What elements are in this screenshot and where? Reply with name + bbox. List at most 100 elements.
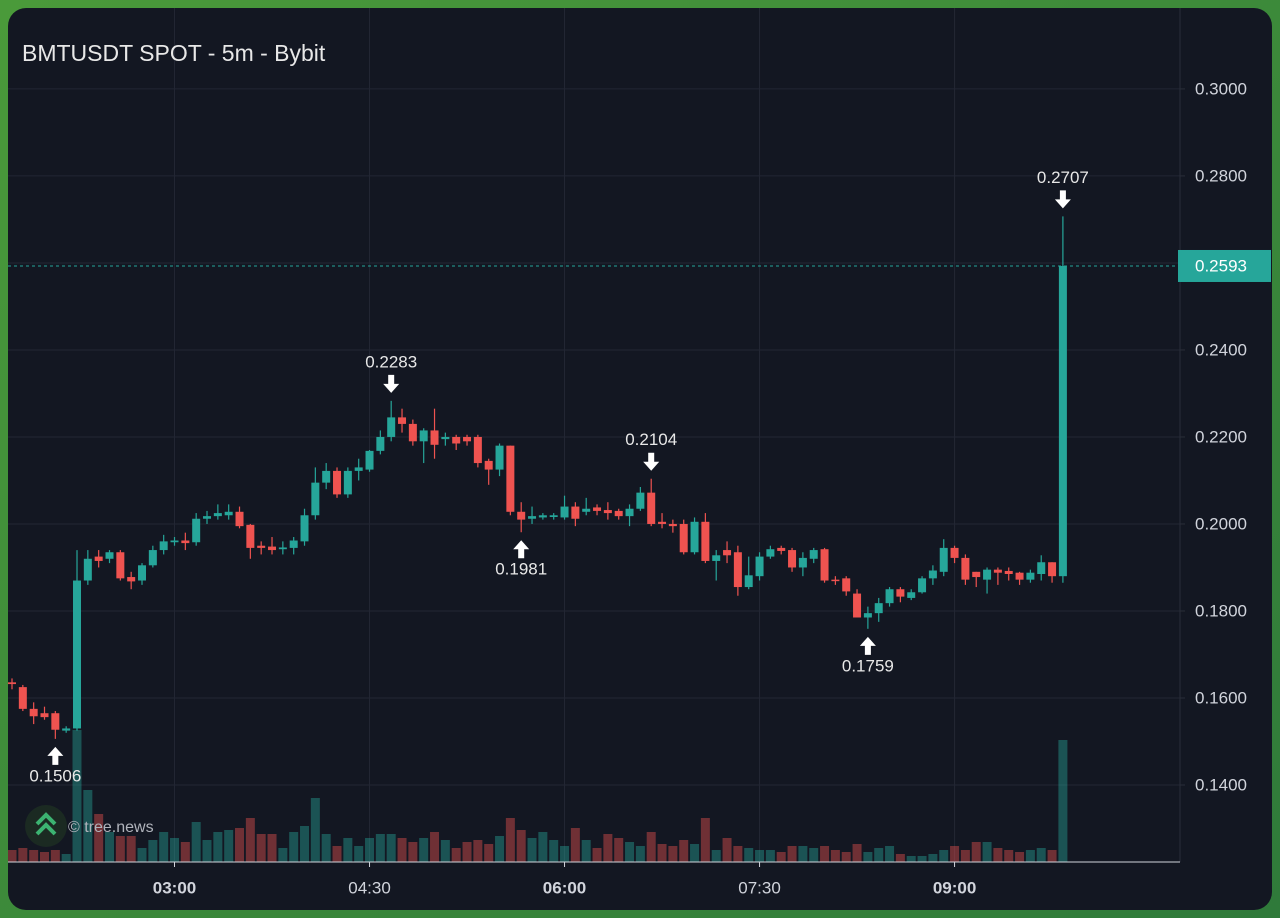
y-tick-label: 0.3000 [1195, 79, 1247, 98]
candle-body [29, 708, 38, 717]
candle-body [484, 460, 493, 470]
candle-body [506, 445, 515, 512]
volume-bar [18, 848, 28, 862]
last-price-box [1178, 249, 1271, 282]
volume-bar [321, 834, 331, 862]
candle-body [1026, 572, 1035, 580]
volume-bar [40, 852, 50, 862]
candle-body [257, 545, 266, 548]
volume-bar [993, 848, 1003, 862]
volume-bar [581, 840, 591, 862]
candle-body [473, 436, 482, 464]
candle-body [863, 613, 872, 618]
volume-bar [256, 834, 266, 862]
y-tick-label: 0.1400 [1195, 775, 1247, 794]
y-tick-label: 0.1800 [1195, 601, 1247, 620]
volume-bar [1047, 850, 1057, 862]
volume-bar [765, 850, 775, 862]
candle-body [842, 578, 851, 592]
volume-bar [61, 854, 71, 862]
candle-body [560, 506, 569, 518]
volume-bar [430, 832, 440, 862]
candle-body [376, 436, 385, 451]
candle-body [614, 510, 623, 517]
candle-body [809, 550, 818, 559]
volume-bar [375, 834, 385, 862]
candle-body [679, 523, 688, 553]
volume-bar [668, 846, 678, 862]
candle-body [441, 436, 450, 440]
candle-body [116, 552, 125, 579]
annotation-arrow [47, 746, 64, 765]
candle-body [517, 511, 526, 520]
candle-body [647, 492, 656, 524]
volume-bar [863, 852, 873, 862]
candle-body [766, 549, 775, 557]
volume-bar [148, 840, 158, 862]
candle-body [733, 552, 742, 588]
candle-body [690, 521, 699, 553]
volume-bar [614, 838, 624, 862]
candle-body [127, 577, 136, 582]
candle-body [246, 524, 255, 548]
candle-body [972, 571, 981, 578]
volume-bar [711, 850, 721, 862]
annotation-label: 0.2283 [365, 352, 417, 371]
candle-body [777, 547, 786, 551]
volume-bar [549, 840, 559, 862]
volume-bar [560, 846, 570, 862]
volume-bar [657, 844, 667, 862]
candle-body [365, 450, 374, 470]
volume-bar [267, 834, 277, 862]
candle-body [235, 511, 244, 527]
annotation-arrow [643, 452, 660, 471]
candle-body [831, 579, 840, 582]
candle-body [939, 547, 948, 572]
volume-bar [755, 850, 765, 862]
volume-bar [625, 842, 635, 862]
candle-body [983, 569, 992, 580]
volume-bar [72, 730, 82, 862]
annotation-label: 0.1981 [495, 560, 547, 579]
volume-bar [29, 850, 39, 862]
volume-bar [603, 834, 613, 862]
candle-body [495, 445, 504, 470]
candle-body [907, 592, 916, 598]
candle-body [452, 436, 461, 444]
volume-bar [332, 846, 342, 862]
annotation-label: 0.2707 [1037, 168, 1089, 187]
candle-body [8, 682, 16, 685]
volume-bar [115, 836, 125, 862]
candle-body [300, 515, 309, 542]
volume-bar [592, 848, 602, 862]
chart-title: BMTUSDT SPOT - 5m - Bybit [22, 40, 326, 66]
candle-body [278, 547, 287, 550]
candle-body [398, 417, 407, 424]
volume-bar [690, 844, 700, 862]
volume-bar [527, 838, 537, 862]
candle-body [582, 508, 591, 512]
volume-bar [700, 818, 710, 862]
y-tick-label: 0.2400 [1195, 340, 1247, 359]
volume-bar [570, 828, 580, 862]
candle-body [701, 521, 710, 561]
volume-bar [180, 842, 190, 862]
volume-bar [440, 840, 450, 862]
candle-body [192, 518, 201, 543]
candle-body [203, 516, 212, 519]
volume-bar [798, 846, 808, 862]
candle-body [224, 511, 233, 516]
candle-body [918, 578, 927, 593]
volume-bar [906, 856, 916, 862]
volume-bar [939, 850, 949, 862]
y-tick-label: 0.2200 [1195, 427, 1247, 446]
candle-body [961, 557, 970, 580]
volume-bar [809, 848, 819, 862]
candle-body [213, 513, 222, 517]
candle-body [538, 515, 547, 518]
candle-body [387, 417, 396, 437]
candle-body [668, 523, 677, 527]
volume-bar [462, 842, 472, 862]
volume-bar [646, 832, 656, 862]
